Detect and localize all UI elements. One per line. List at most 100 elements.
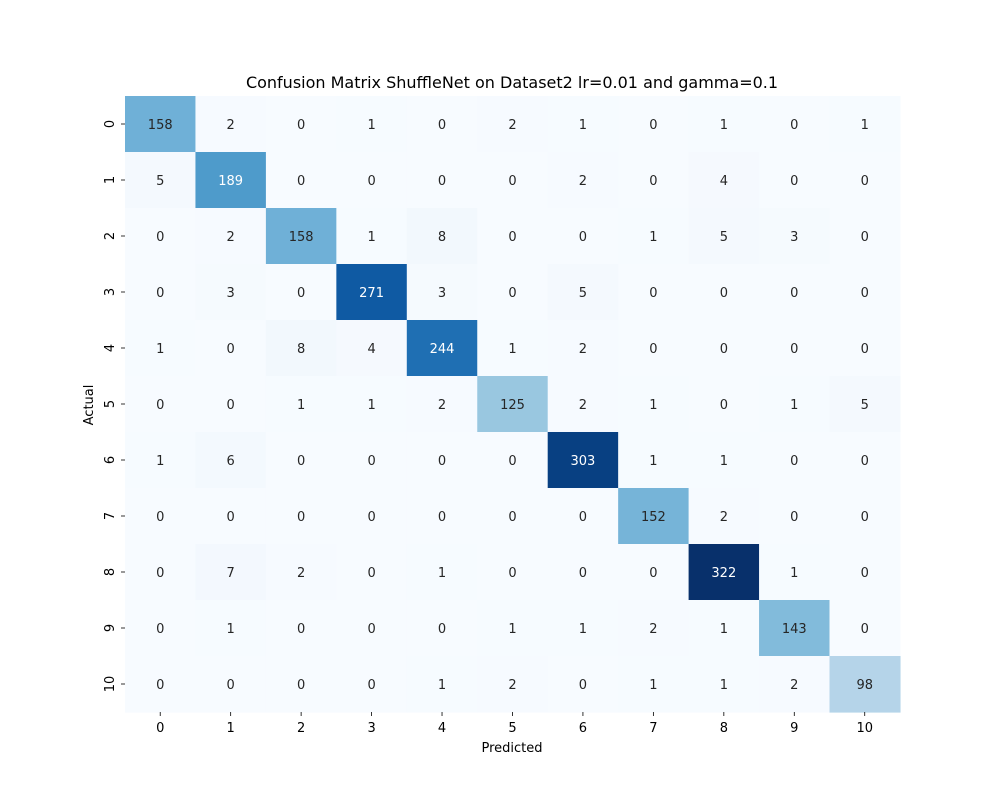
heatmap-cell — [547, 600, 619, 657]
cell-value-label: 0 — [227, 342, 235, 357]
cell-value-label: 5 — [156, 174, 164, 189]
cell-value-label: 3 — [438, 286, 446, 301]
cell-value-label: 0 — [297, 510, 305, 525]
cell-value-label: 98 — [856, 678, 873, 693]
cell-value-label: 0 — [649, 174, 657, 189]
cell-value-label: 0 — [508, 454, 516, 469]
x-axis: 0 1 2 3 4 5 6 7 8 9 10 — [156, 712, 873, 736]
heatmap-cell — [477, 488, 549, 545]
cell-value-label: 271 — [359, 286, 384, 301]
heatmap-cell — [125, 376, 197, 433]
heatmap-cell — [195, 152, 267, 209]
cell-value-label: 0 — [720, 286, 728, 301]
cell-value-label: 1 — [720, 118, 728, 133]
cell-value-label: 0 — [861, 230, 869, 245]
cell-value-label: 5 — [579, 286, 587, 301]
heatmap-cell — [336, 488, 408, 545]
heatmap-cell — [477, 376, 549, 433]
cell-value-label: 1 — [790, 566, 798, 581]
heatmap-cell — [195, 600, 267, 657]
heatmap-cell — [829, 96, 901, 153]
y-tick-label: 6 — [103, 456, 118, 464]
cell-value-label: 0 — [367, 622, 375, 637]
y-tick-label: 5 — [103, 400, 118, 408]
x-axis-label: Predicted — [481, 741, 542, 756]
heatmap-cell — [618, 264, 690, 321]
cell-value-label: 2 — [227, 230, 235, 245]
cell-value-label: 0 — [367, 678, 375, 693]
cell-value-label: 2 — [720, 510, 728, 525]
heatmap-cell — [688, 320, 760, 377]
heatmap-cell — [618, 320, 690, 377]
heatmap-cell — [406, 96, 478, 153]
heatmap-cell — [265, 488, 337, 545]
cell-value-label: 0 — [227, 678, 235, 693]
cell-value-label: 0 — [156, 622, 164, 637]
heatmap-cell — [829, 264, 901, 321]
cell-value-label: 0 — [649, 342, 657, 357]
cell-value-label: 2 — [508, 678, 516, 693]
cell-value-label: 0 — [720, 342, 728, 357]
cell-value-label: 0 — [508, 286, 516, 301]
heatmap-cell — [477, 96, 549, 153]
y-tick-label: 9 — [103, 624, 118, 632]
heatmap-cell — [477, 432, 549, 489]
heatmap-cell — [829, 656, 901, 713]
heatmap-cell — [688, 376, 760, 433]
y-tick-label: 0 — [103, 120, 118, 128]
heatmap-cell — [688, 152, 760, 209]
cell-value-label: 0 — [297, 622, 305, 637]
heatmap-cell — [195, 656, 267, 713]
x-tick-label: 2 — [297, 721, 305, 736]
heatmap-cell — [547, 488, 619, 545]
cell-value-label: 1 — [790, 398, 798, 413]
cell-value-label: 1 — [649, 230, 657, 245]
cell-value-label: 3 — [790, 230, 798, 245]
heatmap-cell — [688, 96, 760, 153]
heatmap-cell — [125, 488, 197, 545]
y-tick-label: 1 — [103, 176, 118, 184]
cell-value-label: 1 — [156, 454, 164, 469]
heatmap-cell — [547, 656, 619, 713]
cell-value-label: 1 — [579, 622, 587, 637]
cell-value-label: 2 — [297, 566, 305, 581]
heatmap-cell — [336, 432, 408, 489]
heatmap-cell — [759, 600, 831, 657]
heatmap-cell — [618, 544, 690, 601]
cell-value-label: 143 — [782, 622, 807, 637]
cell-value-label: 7 — [227, 566, 235, 581]
heatmap-cell — [125, 320, 197, 377]
cell-value-label: 5 — [861, 398, 869, 413]
cell-value-label: 0 — [367, 454, 375, 469]
cell-value-label: 158 — [289, 230, 314, 245]
cell-value-label: 1 — [649, 678, 657, 693]
cell-value-label: 0 — [861, 174, 869, 189]
cell-value-label: 2 — [508, 118, 516, 133]
cell-value-label: 1 — [720, 678, 728, 693]
heatmap-cell — [618, 600, 690, 657]
cell-value-label: 2 — [579, 342, 587, 357]
cell-value-label: 0 — [438, 510, 446, 525]
heatmap-cell — [547, 208, 619, 265]
cell-value-label: 0 — [508, 510, 516, 525]
cell-value-label: 0 — [297, 454, 305, 469]
cell-value-label: 1 — [579, 118, 587, 133]
x-tick-label: 0 — [156, 721, 164, 736]
cell-value-label: 0 — [438, 454, 446, 469]
cell-value-label: 4 — [367, 342, 375, 357]
heatmap-cell — [336, 544, 408, 601]
heatmap-cell — [618, 152, 690, 209]
heatmap-cell — [759, 656, 831, 713]
heatmap-cell — [125, 208, 197, 265]
cell-value-label: 1 — [861, 118, 869, 133]
heatmap-cell — [195, 432, 267, 489]
cell-value-label: 1 — [649, 454, 657, 469]
heatmap-cell — [688, 544, 760, 601]
cell-value-label: 2 — [227, 118, 235, 133]
cell-value-label: 1 — [438, 566, 446, 581]
cell-value-label: 2 — [579, 174, 587, 189]
heatmap-cell — [125, 152, 197, 209]
cell-value-label: 0 — [861, 622, 869, 637]
cell-value-label: 0 — [649, 286, 657, 301]
y-tick-label: 8 — [103, 568, 118, 576]
